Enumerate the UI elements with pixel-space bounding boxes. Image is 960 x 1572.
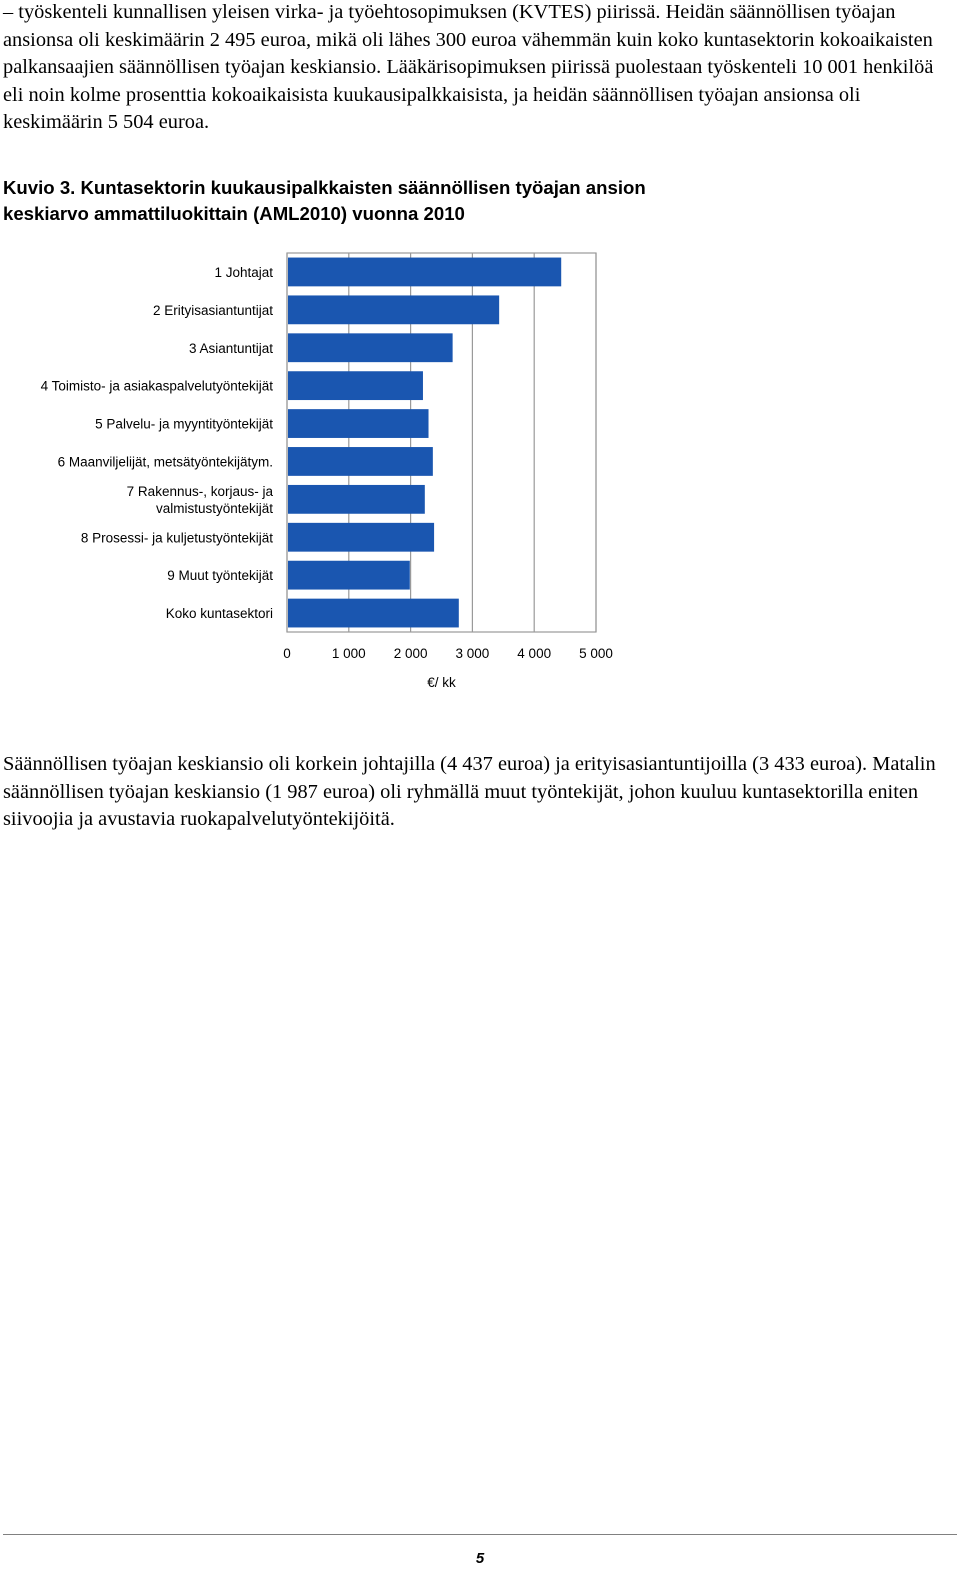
bar-chart: 1 Johtajat 2 Erityisasiantuntijat 3 Asiant… (41, 252, 613, 690)
category-label: valmistustyöntekijät (156, 501, 273, 516)
bar (288, 560, 410, 590)
x-tick-label: 5 000 (579, 646, 613, 661)
category-label: 5 Palvelu- ja myyntityöntekijät (95, 417, 273, 432)
bar (288, 371, 423, 401)
bar (288, 333, 453, 363)
bar (288, 295, 500, 325)
intro-paragraph: – työskenteli kunnallisen yleisen virka-… (3, 1, 934, 133)
category-label: 6 Maanviljelijät, metsätyöntekijätym. (58, 454, 273, 469)
category-label: 8 Prosessi- ja kuljetustyöntekijät (81, 530, 273, 545)
category-label: 3 Asiantuntijat (189, 341, 273, 356)
figure-caption: Kuvio 3. Kuntasektorin kuukausipalkkaist… (3, 177, 646, 224)
chart-tick-labels: 0 1 000 2 000 3 000 4 000 5 000 (283, 646, 613, 661)
bar (288, 484, 425, 514)
bar (288, 447, 433, 476)
footer-divider (3, 1534, 957, 1535)
category-label: 2 Erityisasiantuntijat (153, 303, 273, 318)
category-label: 4 Toimisto- ja asiakaspalvelutyöntekijät (41, 379, 274, 394)
category-label: Koko kuntasektori (166, 606, 273, 621)
bar (288, 257, 562, 287)
x-tick-label: 4 000 (517, 646, 551, 661)
category-label: 9 Muut työntekijät (167, 568, 273, 583)
category-label: 7 Rakennus-, korjaus- ja (127, 484, 274, 499)
x-axis-label: €/ kk (427, 675, 456, 690)
x-tick-label: 3 000 (456, 646, 490, 661)
page-number: 5 (475, 1550, 485, 1567)
chart-bars (288, 257, 562, 628)
x-tick-label: 0 (283, 646, 291, 661)
bar (288, 409, 429, 438)
bar (288, 522, 435, 552)
closing-paragraph: Säännöllisen työajan keskiansio oli kork… (3, 753, 936, 830)
x-tick-label: 1 000 (332, 646, 366, 661)
bar (288, 598, 459, 628)
chart-category-labels: 1 Johtajat 2 Erityisasiantuntijat 3 Asiant… (41, 265, 274, 621)
category-label: 1 Johtajat (214, 265, 273, 280)
x-tick-label: 2 000 (394, 646, 428, 661)
